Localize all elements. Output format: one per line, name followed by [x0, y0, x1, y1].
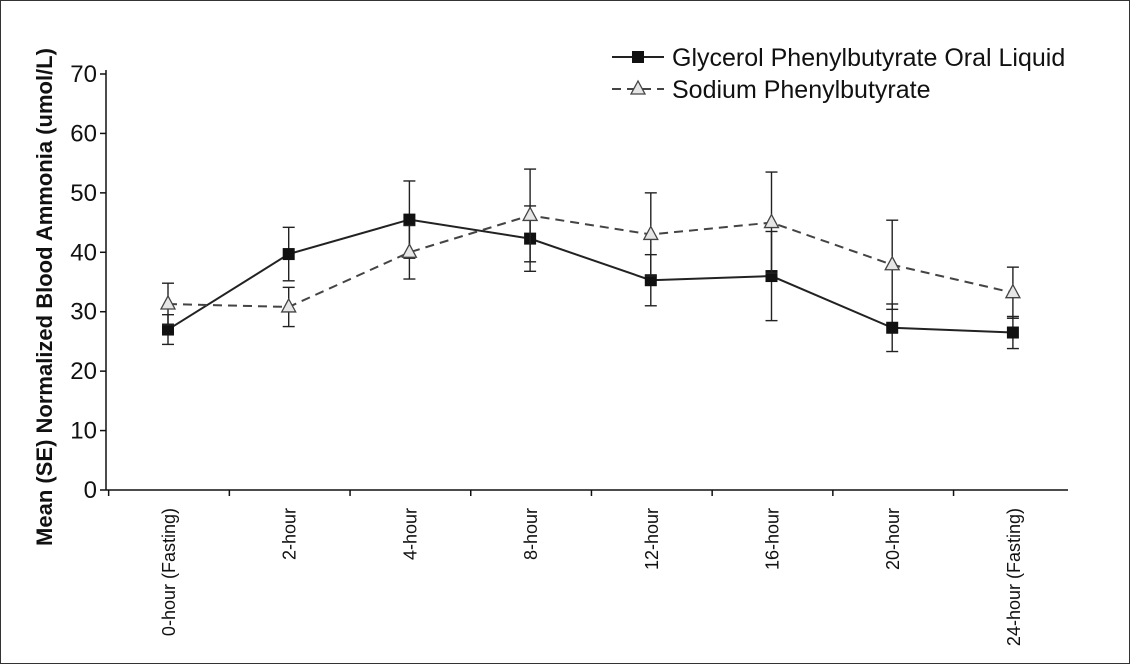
data-point-triangle — [763, 213, 780, 229]
x-tick-label: 24-hour (Fasting) — [1004, 508, 1024, 646]
data-point-square — [1006, 326, 1019, 339]
legend-label: Sodium Phenylbutyrate — [672, 76, 930, 104]
x-ticks: 0-hour (Fasting) 2-hour 4-hour 8-hour 12-hou… — [107, 490, 1024, 646]
data-point-triangle — [1004, 283, 1021, 299]
data-point-triangle — [159, 294, 177, 310]
x-tick-label: 12-hour — [642, 508, 662, 570]
x-tick-label: 20-hour — [883, 508, 903, 570]
x-tick-label: 4-hour — [400, 508, 420, 560]
y-ticks: 0 10 20 30 40 50 60 70 — [70, 61, 106, 504]
data-point-square — [162, 323, 174, 336]
y-tick-label: 10 — [70, 418, 97, 445]
series-line — [167, 214, 1014, 308]
y-tick-label: 50 — [70, 180, 97, 207]
legend: Glycerol Phenylbutyrate Oral Liquid Sodiu… — [612, 44, 1065, 104]
legend-marker-triangle — [629, 79, 647, 95]
data-point-triangle — [401, 242, 418, 258]
data-point-triangle — [884, 255, 901, 271]
data-point-square — [403, 213, 416, 226]
y-tick-label: 60 — [70, 120, 97, 147]
y-tick-label: 40 — [70, 239, 97, 266]
data-point-triangle — [522, 206, 539, 222]
y-tick-label: 30 — [70, 299, 97, 326]
legend-marker-square — [632, 51, 644, 63]
x-tick-label: 8-hour — [521, 508, 541, 560]
axes — [105, 70, 1068, 491]
y-axis-title: Mean (SE) Normalized Blood Ammonia (umol… — [32, 48, 57, 546]
series-layer — [159, 168, 1021, 353]
y-tick-label: 70 — [70, 61, 97, 88]
data-point-triangle — [642, 225, 659, 241]
y-tick-label: 0 — [84, 477, 97, 504]
x-tick-label: 2-hour — [280, 508, 300, 560]
series-line — [167, 218, 1013, 334]
y-tick-label: 20 — [70, 358, 97, 385]
data-point-square — [282, 248, 295, 261]
x-tick-label: 16-hour — [763, 508, 783, 570]
legend-label: Glycerol Phenylbutyrate Oral Liquid — [672, 44, 1065, 72]
data-point-triangle — [280, 297, 297, 313]
data-point-square — [644, 274, 657, 287]
data-point-square — [886, 321, 899, 334]
x-tick-label: 0-hour (Fasting) — [159, 508, 179, 636]
series-2 — [159, 168, 1021, 328]
